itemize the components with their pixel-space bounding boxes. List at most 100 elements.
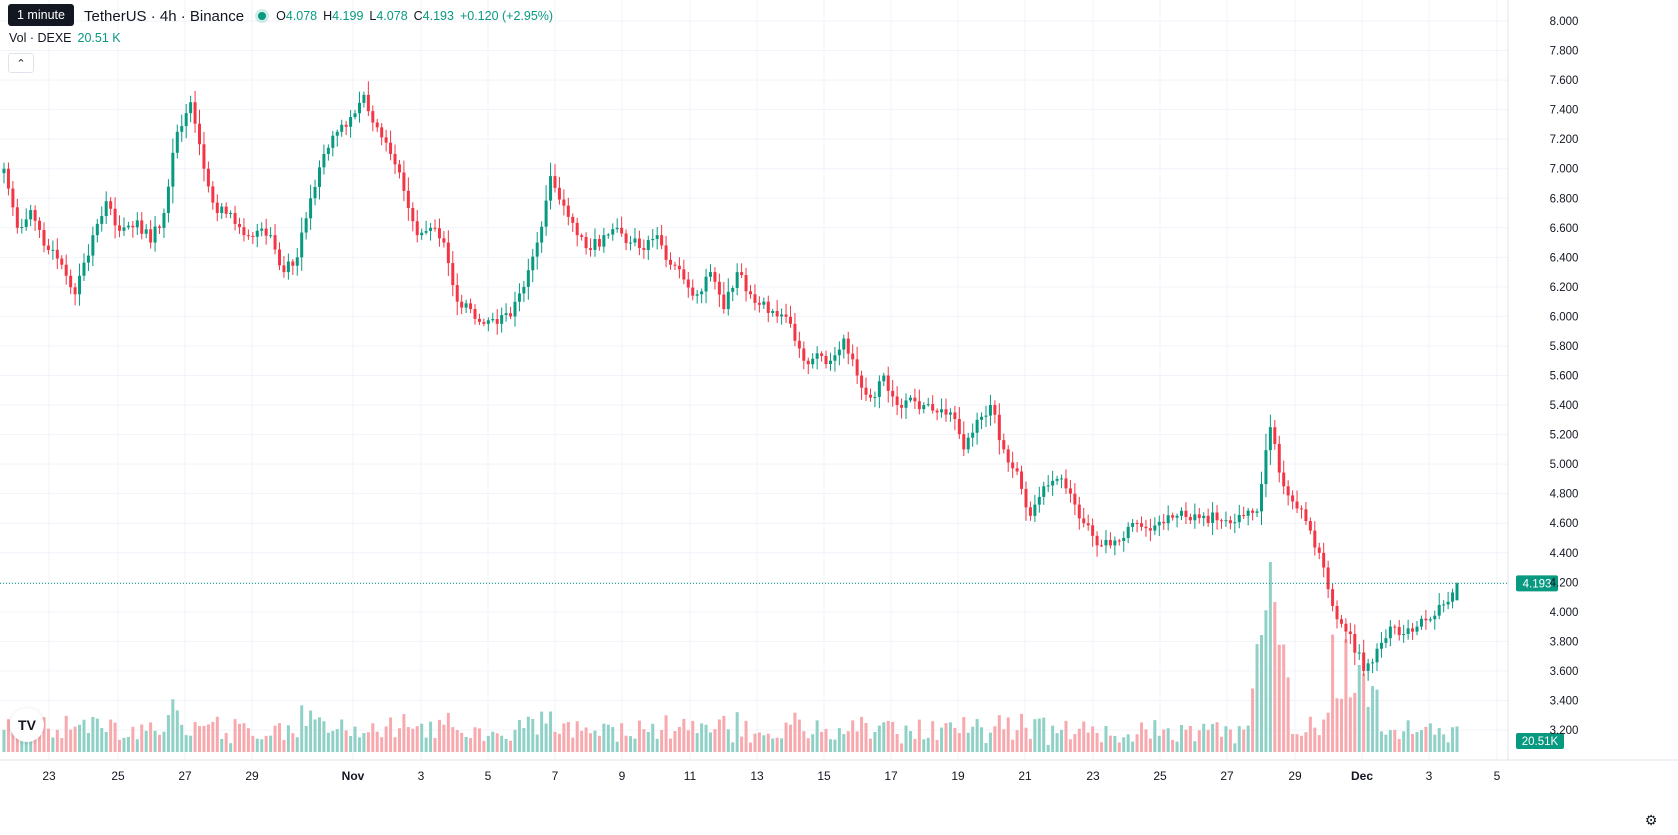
candle-body — [366, 94, 370, 112]
candle-body — [1384, 638, 1388, 643]
candle-body — [597, 238, 601, 247]
volume-bar — [411, 728, 415, 752]
volume-bar — [2, 729, 6, 752]
candle-body — [1299, 508, 1303, 510]
time-tick-label: 5 — [485, 769, 492, 783]
volume-bar — [69, 729, 73, 752]
volume-bar — [380, 737, 384, 752]
volume-bar — [1086, 732, 1090, 752]
volume-bar — [1175, 741, 1179, 752]
volume-bar — [806, 738, 810, 752]
candle-body — [304, 218, 308, 233]
time-tick-label: 3 — [418, 769, 425, 783]
candle-body — [335, 131, 339, 136]
volume-bar — [451, 727, 455, 752]
volume-bar — [255, 738, 259, 752]
volume-bar — [229, 743, 233, 752]
tradingview-logo-icon[interactable]: TV — [10, 708, 44, 742]
candle-body — [1188, 516, 1192, 521]
candle-body — [313, 186, 317, 199]
price-tick-label: 6.000 — [1550, 311, 1579, 323]
time-tick-label: 25 — [111, 769, 125, 783]
symbol-title[interactable]: TetherUS · 4h · Binance — [84, 7, 245, 25]
volume-bar — [873, 732, 877, 752]
candle-body — [1162, 521, 1166, 524]
volume-bar — [1366, 706, 1370, 752]
candle-body — [95, 223, 99, 236]
candle-body — [33, 210, 37, 221]
volume-bar — [349, 736, 353, 752]
volume-bar — [211, 721, 215, 752]
volume-bar — [731, 742, 735, 752]
candle-body — [633, 238, 637, 243]
volume-bar — [837, 728, 841, 752]
volume-bar — [788, 724, 792, 752]
candle-body — [1126, 526, 1130, 538]
volume-bar — [913, 738, 917, 752]
candle-body — [1348, 631, 1352, 634]
price-tick-label: 6.200 — [1550, 282, 1579, 294]
volume-bar — [935, 739, 939, 752]
volume-bar — [895, 733, 899, 752]
volume-bar — [393, 737, 397, 752]
candle-body — [580, 235, 584, 237]
volume-bar — [629, 736, 633, 752]
time-tick-label: Dec — [1351, 769, 1373, 783]
candle-body — [317, 167, 321, 187]
volume-bar — [1428, 723, 1432, 752]
volume-bar — [15, 728, 19, 752]
volume-bar — [220, 738, 224, 752]
candle-body — [424, 231, 428, 233]
candle-body — [224, 206, 228, 214]
candle-body — [1451, 592, 1455, 602]
price-tick-label: 5.200 — [1550, 430, 1579, 442]
volume-bar — [549, 711, 553, 752]
volume-bar — [420, 723, 424, 752]
time-tick-label: 19 — [951, 769, 965, 783]
candle-body — [584, 236, 588, 249]
volume-bar — [242, 723, 246, 752]
volume-bar — [868, 738, 872, 752]
candle-body — [42, 229, 46, 246]
volume-bar — [1237, 726, 1241, 752]
volume-bar — [1295, 734, 1299, 752]
candle-body — [380, 127, 384, 138]
candle-body — [815, 353, 819, 359]
volume-bar — [1033, 719, 1037, 752]
candle-body — [1362, 652, 1366, 671]
volume-bar — [704, 724, 708, 752]
candle-body — [637, 238, 641, 249]
candle-body — [198, 123, 202, 145]
volume-bar — [944, 723, 948, 752]
volume-bar — [64, 715, 68, 752]
volume-bar — [842, 734, 846, 752]
volume-bar — [1055, 733, 1059, 752]
candle-body — [975, 419, 979, 433]
candle-body — [1264, 450, 1268, 485]
volume-bar — [1442, 734, 1446, 752]
volume-bar — [166, 715, 170, 752]
chevron-up-icon[interactable]: ⌃ — [8, 53, 34, 73]
price-tick-label: 3.400 — [1550, 695, 1579, 707]
candle-body — [162, 213, 166, 228]
candle-body — [193, 102, 197, 124]
volume-bar — [1273, 602, 1277, 752]
volume-bar — [1304, 732, 1308, 752]
price-tick-label: 5.600 — [1550, 371, 1579, 383]
price-tick-label: 4.800 — [1550, 489, 1579, 501]
volume-bar — [246, 728, 250, 752]
candlesticks — [2, 81, 1459, 681]
candle-body — [477, 318, 481, 322]
volume-bar — [1331, 634, 1335, 752]
volume-legend[interactable]: Vol · DEXE 20.51 K — [9, 31, 121, 45]
candle-body — [1393, 626, 1397, 628]
volume-bar — [566, 721, 570, 752]
candle-body — [264, 228, 268, 236]
candle-body — [811, 358, 815, 365]
volume-bar — [1051, 725, 1055, 752]
candle-body — [286, 261, 290, 273]
gear-icon[interactable]: ⚙ — [1644, 811, 1658, 828]
candle-body — [273, 235, 277, 250]
candle-body — [100, 216, 104, 224]
